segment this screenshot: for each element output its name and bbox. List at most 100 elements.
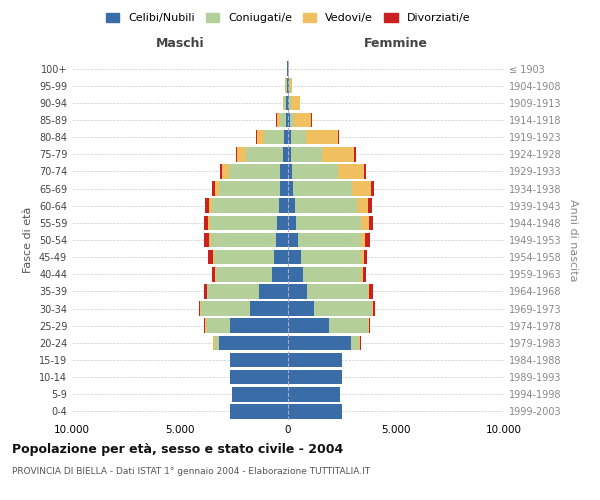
- Bar: [283, 96, 284, 110]
- Bar: [250, 302, 288, 316]
- Bar: [288, 352, 342, 368]
- Bar: [208, 216, 211, 230]
- Bar: [280, 182, 288, 196]
- Bar: [361, 250, 364, 264]
- Bar: [264, 130, 284, 144]
- Bar: [212, 182, 215, 196]
- Bar: [211, 216, 277, 230]
- Bar: [288, 302, 314, 316]
- Bar: [272, 267, 288, 281]
- Bar: [215, 267, 272, 281]
- Bar: [257, 130, 264, 144]
- Bar: [200, 302, 250, 316]
- Bar: [288, 164, 292, 178]
- Bar: [361, 232, 365, 248]
- Bar: [363, 267, 365, 281]
- Bar: [214, 336, 215, 350]
- Text: PROVINCIA DI BIELLA - Dati ISTAT 1° gennaio 2004 - Elaborazione TUTTITALIA.IT: PROVINCIA DI BIELLA - Dati ISTAT 1° genn…: [12, 468, 370, 476]
- Bar: [287, 78, 288, 93]
- Bar: [288, 232, 298, 248]
- Bar: [338, 164, 364, 178]
- Bar: [211, 232, 275, 248]
- Bar: [359, 336, 361, 350]
- Bar: [212, 198, 279, 213]
- Bar: [372, 302, 373, 316]
- Bar: [288, 267, 302, 281]
- Bar: [290, 78, 292, 93]
- Bar: [205, 232, 209, 248]
- Text: Maschi: Maschi: [155, 36, 205, 50]
- Bar: [288, 284, 307, 298]
- Bar: [286, 78, 287, 93]
- Bar: [284, 130, 288, 144]
- Bar: [294, 112, 311, 128]
- Bar: [307, 284, 368, 298]
- Bar: [373, 302, 376, 316]
- Bar: [274, 250, 288, 264]
- Bar: [288, 250, 301, 264]
- Bar: [288, 78, 289, 93]
- Bar: [229, 164, 280, 178]
- Bar: [207, 284, 259, 298]
- Bar: [287, 62, 288, 76]
- Y-axis label: Fasce di età: Fasce di età: [23, 207, 33, 273]
- Bar: [220, 164, 222, 178]
- Bar: [246, 147, 283, 162]
- Bar: [209, 198, 212, 213]
- Bar: [286, 112, 288, 128]
- Bar: [288, 370, 342, 384]
- Bar: [203, 216, 208, 230]
- Bar: [206, 318, 230, 333]
- Bar: [212, 267, 215, 281]
- Text: Femmine: Femmine: [364, 36, 428, 50]
- Bar: [280, 164, 288, 178]
- Bar: [368, 216, 373, 230]
- Bar: [222, 164, 229, 178]
- Bar: [361, 267, 363, 281]
- Bar: [288, 387, 340, 402]
- Bar: [288, 216, 296, 230]
- Bar: [215, 182, 220, 196]
- Bar: [302, 267, 361, 281]
- Legend: Celibi/Nubili, Coniugati/e, Vedovi/e, Divorziati/e: Celibi/Nubili, Coniugati/e, Vedovi/e, Di…: [101, 8, 475, 28]
- Bar: [358, 198, 368, 213]
- Bar: [288, 336, 350, 350]
- Bar: [369, 284, 373, 298]
- Bar: [283, 147, 288, 162]
- Bar: [230, 370, 288, 384]
- Bar: [288, 182, 293, 196]
- Bar: [292, 164, 338, 178]
- Bar: [371, 182, 374, 196]
- Bar: [296, 216, 361, 230]
- Bar: [291, 96, 299, 110]
- Bar: [288, 404, 342, 418]
- Bar: [288, 96, 289, 110]
- Bar: [368, 284, 369, 298]
- Bar: [284, 96, 286, 110]
- Bar: [364, 250, 367, 264]
- Text: Popolazione per età, sesso e stato civile - 2004: Popolazione per età, sesso e stato civil…: [12, 442, 343, 456]
- Bar: [306, 130, 338, 144]
- Bar: [361, 216, 368, 230]
- Bar: [350, 336, 359, 350]
- Bar: [236, 147, 237, 162]
- Bar: [209, 232, 211, 248]
- Bar: [369, 318, 370, 333]
- Bar: [298, 232, 361, 248]
- Bar: [219, 336, 288, 350]
- Bar: [288, 198, 295, 213]
- Bar: [230, 318, 288, 333]
- Bar: [205, 318, 206, 333]
- Bar: [288, 112, 290, 128]
- Bar: [352, 182, 371, 196]
- Bar: [329, 318, 368, 333]
- Bar: [314, 302, 372, 316]
- Bar: [230, 352, 288, 368]
- Bar: [230, 404, 288, 418]
- Bar: [288, 147, 292, 162]
- Bar: [354, 147, 356, 162]
- Bar: [215, 336, 219, 350]
- Bar: [290, 112, 294, 128]
- Bar: [368, 318, 369, 333]
- Bar: [205, 284, 206, 298]
